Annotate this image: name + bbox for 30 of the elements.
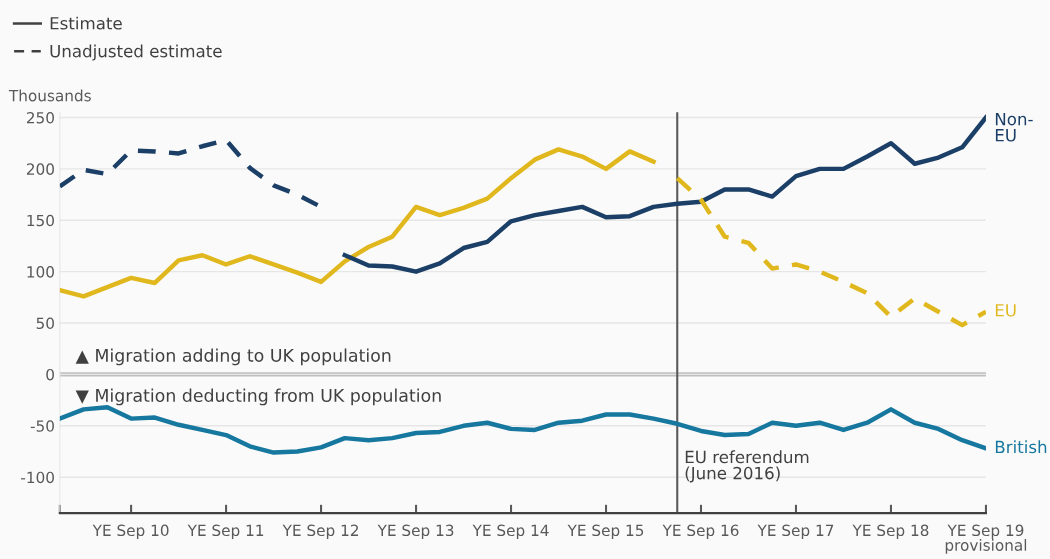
line-series — [59, 147, 656, 299]
y-tick-label: 0 — [46, 368, 54, 381]
series-label: Non-EU — [995, 112, 1033, 142]
x-tick-label: YE Sep 10 — [92, 524, 169, 540]
annotation: ▼ Migration deducting from UK population — [75, 388, 441, 406]
y-tick-label: 200 — [26, 163, 54, 175]
y-tick-label: -50 — [30, 420, 54, 432]
x-tick-label: YE Sep 11 — [187, 524, 264, 540]
x-tick-label: YE Sep 19 provisional — [945, 524, 1027, 554]
line-series — [342, 115, 986, 274]
x-tick-label: YE Sep 16 — [662, 524, 739, 540]
y-tick-label: -100 — [21, 471, 54, 484]
y-tick-label: 250 — [26, 111, 54, 124]
x-tick-label: YE Sep 14 — [472, 524, 549, 540]
series-label: British — [995, 440, 1047, 454]
series-label: EU — [995, 304, 1016, 317]
y-tick-label: 150 — [27, 214, 54, 227]
x-tick-label: YE Sep 18 — [852, 524, 929, 540]
y-tick-label: 100 — [27, 266, 54, 278]
y-tick-label: 50 — [36, 317, 54, 330]
ref-line-label: EU referendum (June 2016) — [685, 450, 809, 483]
x-tick-label: YE Sep 17 — [757, 524, 834, 540]
annotation: ▲ Migration adding to UK population — [75, 348, 391, 366]
x-tick-label: YE Sep 13 — [377, 524, 454, 540]
y-axis-title: Thousands — [8, 89, 91, 102]
line-series — [675, 175, 986, 328]
text: Unadjusted estimate — [50, 44, 222, 61]
text: Estimate — [50, 16, 122, 30]
x-tick-label: YE Sep 12 — [282, 524, 358, 540]
x-tick-label: YE Sep 15 — [567, 524, 644, 540]
